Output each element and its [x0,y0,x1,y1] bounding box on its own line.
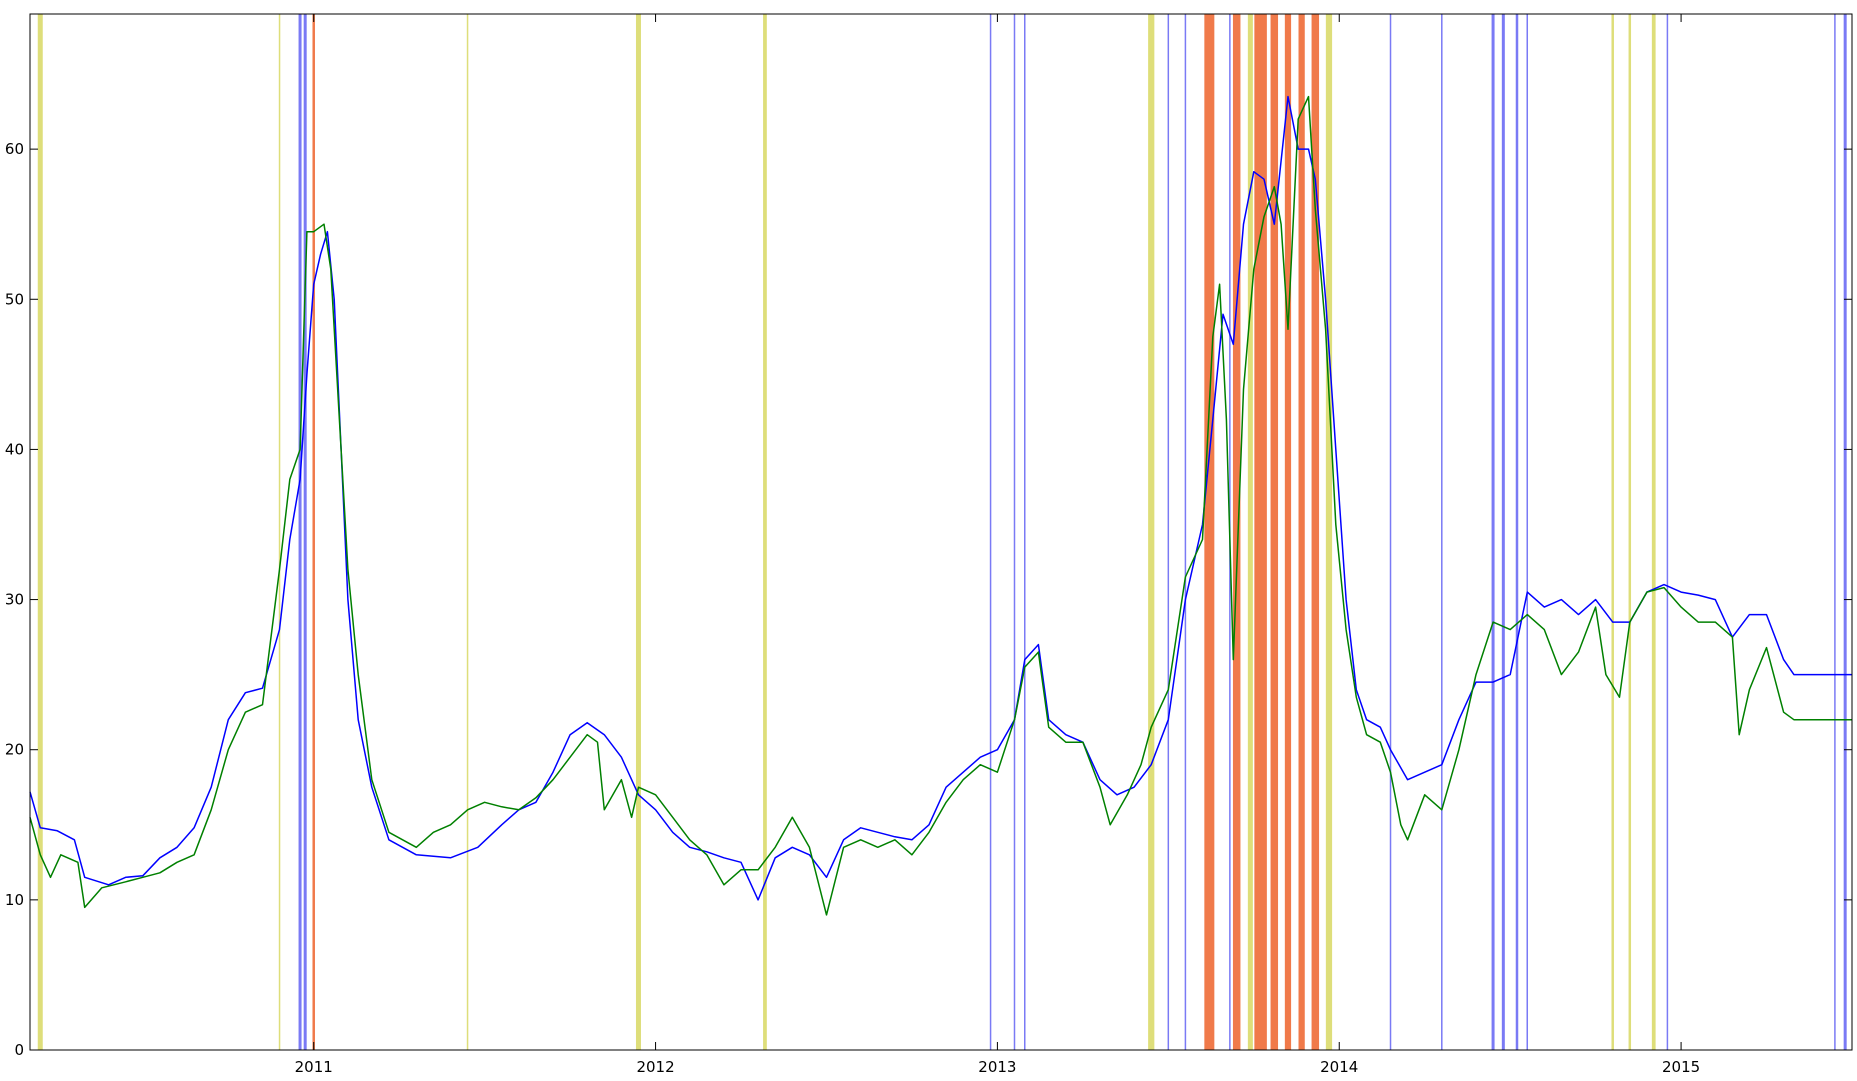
event-band-4 [312,14,315,1050]
event-band-23 [1325,14,1333,1050]
event-band-33 [1666,14,1669,1050]
event-band-0 [37,14,43,1050]
event-band-13 [1184,14,1187,1050]
x-tick-label: 2012 [636,1058,674,1076]
event-band-32 [1651,14,1656,1050]
axes: 0 10 20 30 40 50 60 2011 2012 2013 2014 2015 [5,14,1852,1076]
event-band-24 [1389,14,1392,1050]
event-band-1 [278,14,281,1050]
event-band-18 [1254,14,1267,1050]
event-band-2 [298,14,302,1050]
event-band-28 [1515,14,1519,1050]
event-band-6 [635,14,641,1050]
event-band-7 [763,14,767,1050]
series-line-1 [29,95,1852,916]
event-band-16 [1232,14,1241,1050]
event-band-26 [1491,14,1495,1050]
event-band-20 [1284,14,1292,1050]
event-band-11 [1148,14,1155,1050]
event-band-22 [1311,14,1320,1050]
event-band-8 [989,14,992,1050]
event-band-19 [1270,14,1279,1050]
event-band-25 [1441,14,1443,1050]
event-band-10 [1024,14,1026,1050]
x-tick-label: 2013 [978,1058,1016,1076]
y-tick-label: 60 [5,140,24,158]
y-tick-label: 40 [5,440,24,458]
y-tick-label: 30 [5,591,24,609]
event-band-14 [1204,14,1215,1050]
event-band-27 [1501,14,1505,1050]
event-band-30 [1611,14,1614,1050]
y-tick-label: 50 [5,290,24,308]
x-tick-label: 2014 [1320,1058,1358,1076]
event-band-35 [1843,14,1847,1050]
plot-frame [29,13,1853,1051]
y-tick-label: 0 [14,1041,24,1059]
event-band-31 [1628,14,1632,1050]
event-band-17 [1247,14,1253,1050]
event-band-21 [1298,14,1305,1050]
series-lines [29,95,1852,916]
x-tick-label: 2011 [295,1058,333,1076]
event-band-3 [303,14,307,1050]
event-band-34 [1834,14,1836,1050]
event-band-12 [1167,14,1170,1050]
y-tick-label: 10 [5,891,24,909]
event-band-5 [466,14,469,1050]
event-band-9 [1013,14,1016,1050]
y-tick-label: 20 [5,741,24,759]
series-line-0 [29,95,1852,901]
x-tick-label: 2015 [1662,1058,1700,1076]
event-band-29 [1526,14,1529,1050]
